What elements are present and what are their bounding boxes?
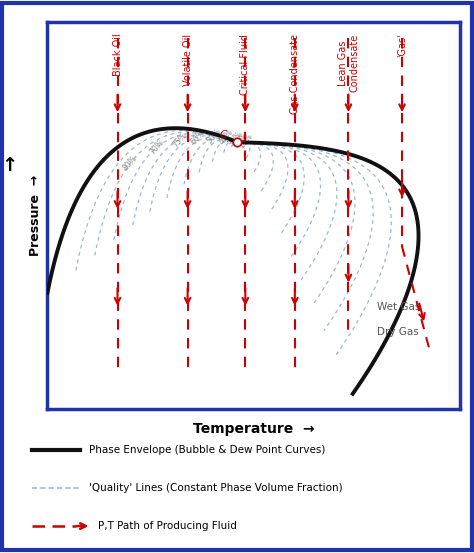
Text: 40%: 40% — [217, 128, 235, 147]
Text: Critical Fluid: Critical Fluid — [240, 34, 250, 95]
Text: Black Oil: Black Oil — [112, 34, 122, 76]
Text: Dry Gas: Dry Gas — [377, 327, 419, 337]
Text: 50%: 50% — [205, 127, 223, 145]
Text: 80%: 80% — [121, 154, 138, 172]
Text: 30%: 30% — [226, 129, 244, 148]
Text: 'Gas': 'Gas' — [397, 34, 407, 58]
Text: P,T Path of Producing Fluid: P,T Path of Producing Fluid — [98, 521, 237, 531]
Text: Wet Gas: Wet Gas — [377, 301, 421, 312]
Y-axis label: Pressure  →: Pressure → — [29, 175, 42, 256]
Text: Temperature  →: Temperature → — [193, 421, 314, 436]
Text: ↑: ↑ — [1, 156, 18, 175]
Text: Volatile Oil: Volatile Oil — [182, 34, 192, 86]
Text: C: C — [219, 130, 227, 140]
Text: Lean Gas
Condensate: Lean Gas Condensate — [337, 34, 359, 92]
Text: 10%: 10% — [237, 132, 254, 150]
Text: 75%: 75% — [171, 131, 188, 149]
Text: Phase Envelope (Bubble & Dew Point Curves): Phase Envelope (Bubble & Dew Point Curve… — [89, 445, 326, 455]
Text: 60%: 60% — [190, 127, 207, 146]
Text: 20%: 20% — [233, 131, 250, 149]
Text: Gas Condensate: Gas Condensate — [290, 34, 300, 114]
Text: 70%: 70% — [148, 138, 166, 156]
Text: 'Quality' Lines (Constant Phase Volume Fraction): 'Quality' Lines (Constant Phase Volume F… — [89, 483, 343, 493]
